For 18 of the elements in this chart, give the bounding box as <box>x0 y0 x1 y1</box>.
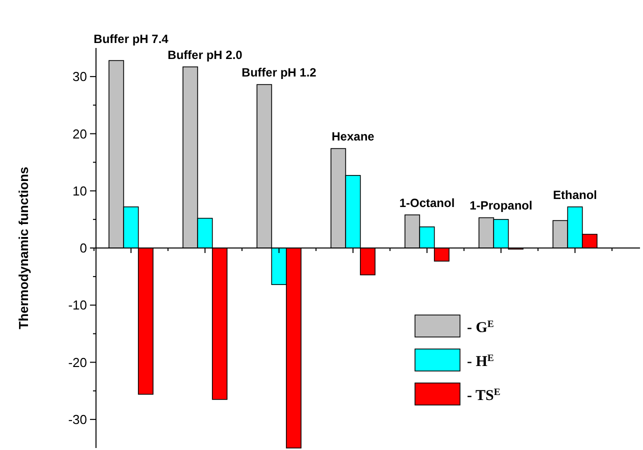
x-tick-label: 1-Octanol <box>399 196 455 210</box>
legend-label: - TS$^{E}$ <box>467 386 500 404</box>
x-tick-label: Ethanol <box>553 188 597 202</box>
y-axis-title: Thermodynamic functions <box>16 166 31 330</box>
legend-label: - G$^{E}$ <box>467 318 494 336</box>
x-tick-label: Buffer pH 1.2 <box>242 66 317 80</box>
x-tick-label: 1-Propanol <box>470 198 532 213</box>
y-tick-label: 20 <box>72 126 87 142</box>
y-tick-label: 0 <box>80 240 87 256</box>
y-tick-label: 10 <box>72 183 87 198</box>
x-tick-label: Buffer pH 2.0 <box>168 48 243 62</box>
x-tick-label: Buffer pH 7.4 <box>94 32 169 46</box>
x-tick-label: Hexane <box>332 130 375 144</box>
y-tick-label: -30 <box>68 412 87 427</box>
y-tick-label: -10 <box>68 298 87 313</box>
y-tick-label: -20 <box>68 354 87 370</box>
legend-label: - H$^{E}$ <box>467 352 494 370</box>
y-tick-label: 30 <box>72 69 87 84</box>
